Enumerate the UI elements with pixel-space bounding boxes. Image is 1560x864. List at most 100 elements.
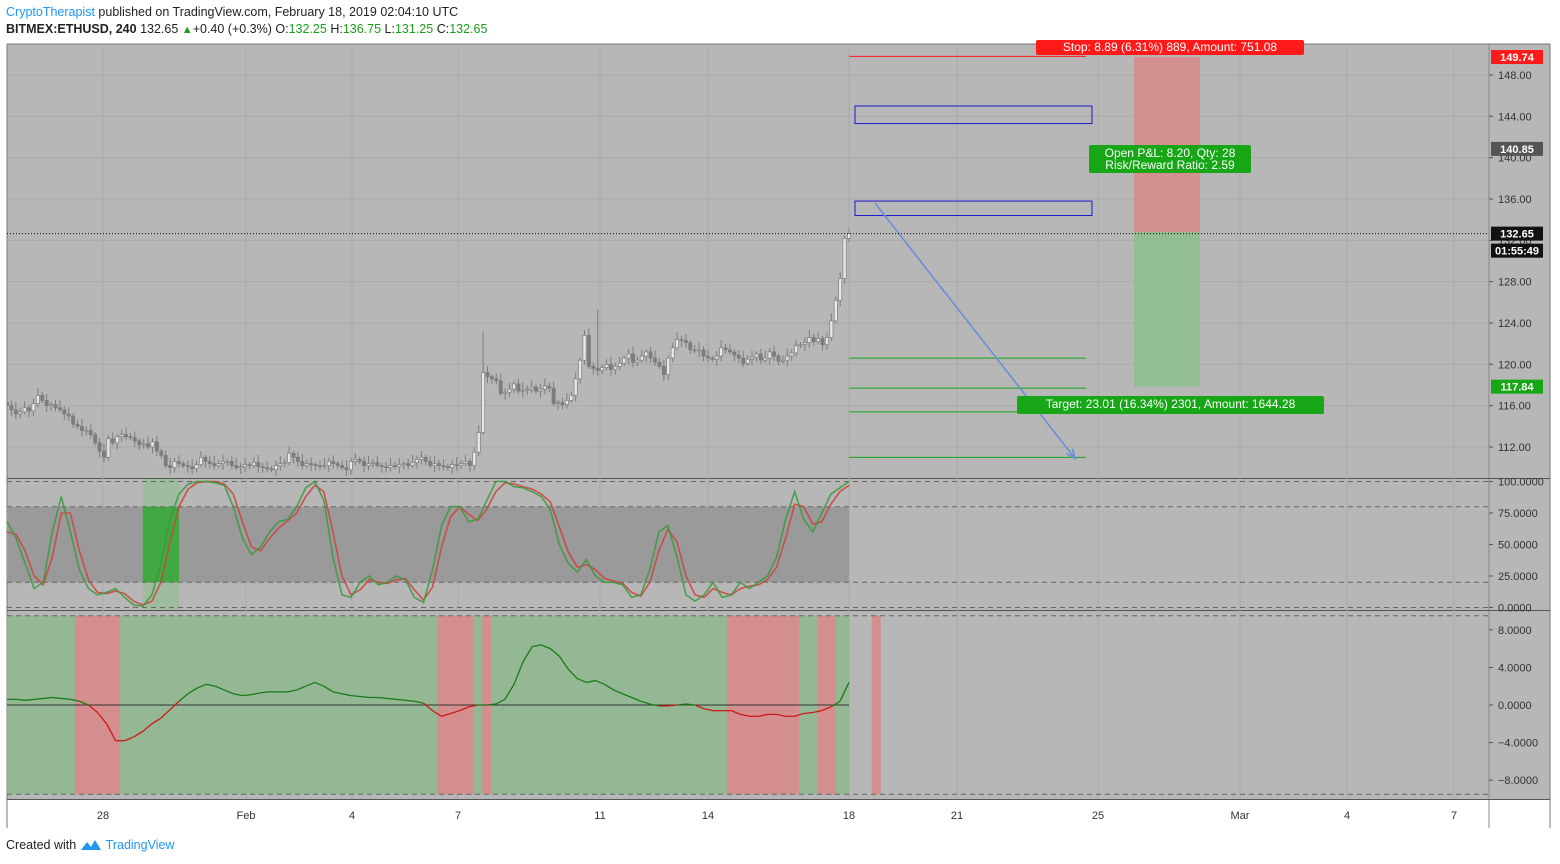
footer: Created with TradingView <box>6 838 174 852</box>
target-zone <box>1134 232 1200 387</box>
candle-body <box>705 355 710 359</box>
candle-body <box>617 362 622 367</box>
osc-line-segment <box>640 700 651 705</box>
candle-body <box>251 462 256 466</box>
candle-body <box>57 407 62 411</box>
x-tick-label: Feb <box>237 810 256 822</box>
candle-body <box>657 361 662 367</box>
chart-canvas[interactable]: 28 Feb 4 7 11 14 18 21 25 Mar 4 7148.00144.00140.00… <box>0 0 1560 834</box>
osc-line-segment <box>577 678 587 684</box>
candle-body <box>564 400 569 405</box>
candle-body <box>203 456 208 462</box>
candle-body <box>384 466 389 469</box>
created-with-text: Created with <box>6 838 77 852</box>
osc-line-segment <box>685 703 696 706</box>
candle-body <box>291 452 296 458</box>
osc-line-segment <box>613 689 623 695</box>
open-label: O: <box>275 22 289 36</box>
x-tick-label: 4 <box>1344 810 1350 822</box>
price-axis-badge <box>1491 379 1543 394</box>
candle-body <box>463 461 468 464</box>
candle-body <box>516 383 521 392</box>
osc-line-segment <box>812 710 822 714</box>
publish-line: CryptoTherapist published on TradingView… <box>6 4 487 21</box>
candle-body <box>370 462 375 464</box>
candle-body <box>415 459 419 463</box>
stop-zone <box>1134 57 1200 233</box>
candle-body <box>573 378 578 396</box>
osc-line-segment <box>233 693 243 697</box>
candle-body <box>613 366 618 370</box>
symbol-label: BITMEX:ETHUSD, 240 <box>6 22 137 36</box>
candle-body <box>340 465 344 469</box>
osc-line-segment <box>821 706 832 712</box>
candle-body <box>212 463 217 466</box>
candle-body <box>811 337 816 342</box>
candle-body <box>106 438 111 458</box>
candle-body <box>194 464 199 470</box>
osc-line-segment <box>504 683 515 700</box>
candle-body <box>22 407 27 413</box>
candle-body <box>701 349 706 357</box>
candle-body <box>525 388 530 391</box>
up-arrow-icon: ▲ <box>181 24 193 36</box>
osc-red-zone <box>871 615 881 795</box>
tradingview-brand[interactable]: TradingView <box>105 838 175 852</box>
candle-body <box>494 378 499 382</box>
candle-body <box>88 430 93 435</box>
candle-body <box>714 355 719 360</box>
candle-body <box>163 454 168 466</box>
candle-body <box>322 465 327 467</box>
osc-line-segment <box>704 708 714 712</box>
candle-body <box>534 386 538 392</box>
osc-line-segment <box>513 661 524 685</box>
osc-line-segment <box>776 713 786 717</box>
change-value: +0.40 (+0.3%) <box>192 22 272 36</box>
candle-body <box>604 363 609 368</box>
candle-body <box>829 320 834 338</box>
osc-line-segment <box>604 683 614 691</box>
candle-body <box>35 394 40 404</box>
osc-line-segment <box>586 679 596 684</box>
x-tick-label: 18 <box>843 810 855 822</box>
low-value: 131.25 <box>394 22 434 36</box>
candle-body <box>675 339 680 349</box>
y-tick-label: 148.00 <box>1498 70 1532 82</box>
osc-line-segment <box>169 700 180 711</box>
x-tick-label: 14 <box>702 810 714 822</box>
candle-body <box>243 464 248 467</box>
x-tick-label: 21 <box>951 810 963 822</box>
candle-body <box>789 352 794 357</box>
candle-body <box>229 461 234 466</box>
candle-body <box>181 463 186 466</box>
candle-body <box>692 349 697 352</box>
candle-body <box>278 463 283 466</box>
osc-line-segment <box>178 693 189 702</box>
candle-body <box>146 443 151 448</box>
candle-body <box>520 389 525 392</box>
candle-body <box>754 353 759 358</box>
osc-tick-label: −4.0000 <box>1498 738 1538 750</box>
osc-tick-label: 8.0000 <box>1498 625 1532 637</box>
stoch-d-line <box>6 480 850 606</box>
candle-body <box>309 463 314 465</box>
candle-body <box>357 459 362 462</box>
osc-line-segment <box>396 698 406 701</box>
stoch-tick-label: 25.0000 <box>1498 571 1538 583</box>
osc-line-segment <box>468 704 478 708</box>
osc-line-segment <box>341 693 352 697</box>
osc-line-segment <box>740 713 750 717</box>
osc-line-segment <box>830 700 841 708</box>
osc-tick-label: −8.0000 <box>1498 775 1538 787</box>
price-axis-badge <box>1491 50 1543 65</box>
candle-body <box>190 466 195 470</box>
candle-body <box>199 456 203 465</box>
osc-line-segment <box>622 693 632 699</box>
target-label-text: Target: 23.01 (16.34%) 2301, Amount: 164… <box>1046 397 1296 411</box>
x-tick-label: 25 <box>1092 810 1104 822</box>
candle-body <box>807 337 812 343</box>
osc-line-segment <box>676 703 687 706</box>
osc-line-segment <box>43 696 53 700</box>
candle-body <box>750 356 754 360</box>
author-link[interactable]: CryptoTherapist <box>6 5 95 19</box>
